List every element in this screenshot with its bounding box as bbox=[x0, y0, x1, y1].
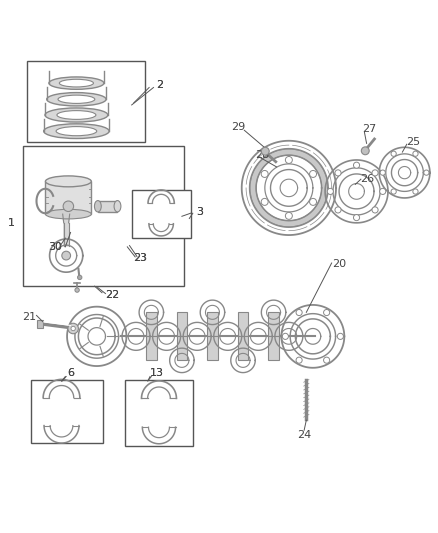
Text: 28: 28 bbox=[255, 150, 270, 160]
Bar bbox=[27, 61, 145, 142]
Circle shape bbox=[324, 357, 330, 363]
Ellipse shape bbox=[49, 77, 104, 90]
Bar bbox=[238, 336, 248, 360]
Bar bbox=[132, 190, 191, 238]
Text: 22: 22 bbox=[105, 290, 119, 300]
Text: 24: 24 bbox=[297, 430, 311, 440]
Circle shape bbox=[353, 162, 360, 168]
Text: 3: 3 bbox=[196, 207, 203, 217]
Circle shape bbox=[391, 189, 396, 194]
Ellipse shape bbox=[44, 124, 109, 139]
Bar bbox=[22, 147, 184, 286]
Ellipse shape bbox=[58, 95, 95, 103]
Circle shape bbox=[424, 170, 429, 175]
Text: 13: 13 bbox=[150, 368, 164, 378]
Bar bbox=[177, 312, 187, 336]
Text: 25: 25 bbox=[406, 137, 420, 147]
Bar bbox=[125, 380, 193, 446]
Text: 30: 30 bbox=[48, 242, 62, 252]
Circle shape bbox=[380, 188, 386, 195]
Circle shape bbox=[413, 189, 418, 194]
Circle shape bbox=[261, 147, 269, 155]
Circle shape bbox=[63, 201, 74, 212]
Text: 30: 30 bbox=[49, 242, 61, 252]
Text: 6: 6 bbox=[67, 368, 74, 378]
Circle shape bbox=[261, 198, 268, 205]
Ellipse shape bbox=[95, 200, 101, 212]
Circle shape bbox=[335, 170, 341, 176]
Circle shape bbox=[324, 310, 330, 316]
Text: 23: 23 bbox=[133, 253, 148, 263]
Circle shape bbox=[283, 333, 288, 340]
Text: 13: 13 bbox=[150, 368, 164, 378]
Circle shape bbox=[296, 357, 302, 363]
Text: 27: 27 bbox=[363, 124, 377, 134]
Ellipse shape bbox=[46, 209, 91, 219]
Bar bbox=[146, 336, 156, 360]
Ellipse shape bbox=[57, 111, 96, 119]
Circle shape bbox=[78, 275, 82, 280]
Ellipse shape bbox=[56, 126, 97, 136]
Text: 3: 3 bbox=[196, 207, 203, 217]
Circle shape bbox=[327, 188, 333, 195]
Circle shape bbox=[361, 147, 369, 155]
Bar bbox=[207, 312, 218, 336]
Circle shape bbox=[391, 151, 396, 156]
Text: 26: 26 bbox=[360, 174, 374, 184]
Text: 22: 22 bbox=[105, 290, 119, 300]
Circle shape bbox=[413, 151, 418, 156]
Text: 1: 1 bbox=[8, 218, 15, 228]
Text: 1: 1 bbox=[8, 218, 15, 228]
Text: 2: 2 bbox=[156, 80, 164, 90]
Circle shape bbox=[372, 170, 378, 176]
Wedge shape bbox=[250, 149, 328, 227]
Text: 23: 23 bbox=[134, 253, 147, 263]
Circle shape bbox=[286, 157, 292, 164]
Circle shape bbox=[337, 333, 343, 340]
Bar bbox=[37, 320, 43, 328]
Circle shape bbox=[286, 212, 292, 220]
Circle shape bbox=[71, 326, 75, 330]
Circle shape bbox=[310, 171, 317, 177]
Circle shape bbox=[68, 323, 78, 334]
Bar bbox=[268, 312, 279, 336]
Text: 2: 2 bbox=[156, 80, 164, 90]
Circle shape bbox=[310, 198, 317, 205]
Circle shape bbox=[380, 170, 385, 175]
Circle shape bbox=[75, 288, 79, 292]
Ellipse shape bbox=[47, 93, 106, 106]
Text: 21: 21 bbox=[22, 312, 36, 322]
Bar bbox=[268, 336, 279, 360]
Polygon shape bbox=[63, 214, 70, 246]
Text: 6: 6 bbox=[67, 368, 74, 378]
Text: 20: 20 bbox=[332, 260, 346, 269]
Bar bbox=[146, 312, 156, 336]
Bar bbox=[46, 181, 91, 214]
Ellipse shape bbox=[46, 176, 91, 187]
Bar bbox=[31, 380, 103, 443]
Bar bbox=[98, 200, 117, 212]
Ellipse shape bbox=[114, 200, 121, 212]
Circle shape bbox=[296, 310, 302, 316]
Circle shape bbox=[372, 207, 378, 213]
Circle shape bbox=[62, 251, 71, 260]
Ellipse shape bbox=[45, 108, 108, 122]
Text: 29: 29 bbox=[232, 122, 246, 132]
Circle shape bbox=[261, 171, 268, 177]
Circle shape bbox=[335, 207, 341, 213]
Ellipse shape bbox=[59, 79, 93, 87]
Bar bbox=[207, 336, 218, 360]
Bar bbox=[238, 312, 248, 336]
Circle shape bbox=[353, 215, 360, 221]
Bar bbox=[177, 336, 187, 360]
